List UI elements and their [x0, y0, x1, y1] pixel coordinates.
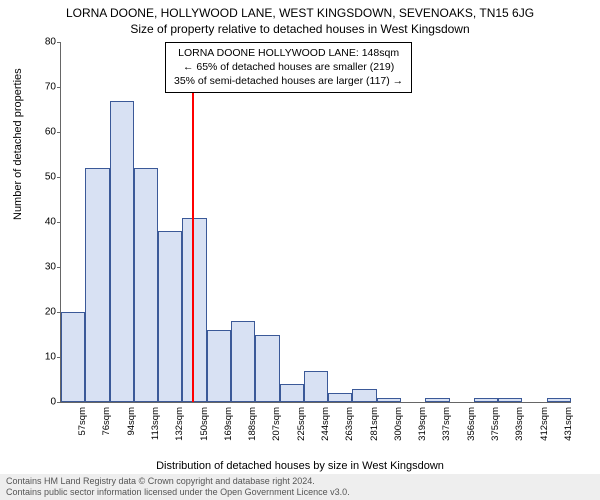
x-tick-label: 393sqm — [514, 407, 525, 447]
y-tick-label: 10 — [31, 352, 56, 363]
y-tick-mark — [57, 267, 61, 268]
footer: Contains HM Land Registry data © Crown c… — [0, 474, 600, 500]
x-tick-label: 244sqm — [320, 407, 331, 447]
x-tick-label: 281sqm — [369, 407, 380, 447]
y-tick-label: 0 — [31, 397, 56, 408]
histogram-bar — [110, 101, 134, 403]
x-tick-label: 431sqm — [563, 407, 574, 447]
footer-line-2: Contains public sector information licen… — [6, 487, 594, 498]
plot-region: 0102030405060708057sqm76sqm94sqm113sqm13… — [60, 42, 571, 403]
x-tick-label: 412sqm — [539, 407, 550, 447]
y-tick-label: 80 — [31, 37, 56, 48]
chart-area: 0102030405060708057sqm76sqm94sqm113sqm13… — [60, 42, 570, 402]
histogram-bar — [134, 168, 158, 402]
histogram-bar — [425, 398, 449, 403]
y-tick-mark — [57, 87, 61, 88]
histogram-bar — [498, 398, 522, 403]
annotation-line-1: LORNA DOONE HOLLYWOOD LANE: 148sqm — [174, 46, 403, 60]
y-tick-mark — [57, 402, 61, 403]
x-tick-label: 356sqm — [466, 407, 477, 447]
annotation-line-3: 35% of semi-detached houses are larger (… — [174, 74, 403, 88]
histogram-bar — [352, 389, 376, 403]
y-tick-label: 30 — [31, 262, 56, 273]
histogram-bar — [328, 393, 352, 402]
y-tick-label: 40 — [31, 217, 56, 228]
x-tick-label: 375sqm — [490, 407, 501, 447]
x-tick-label: 113sqm — [150, 407, 161, 447]
x-tick-label: 319sqm — [417, 407, 428, 447]
x-tick-label: 150sqm — [199, 407, 210, 447]
x-tick-label: 76sqm — [101, 407, 112, 447]
chart-container: LORNA DOONE, HOLLYWOOD LANE, WEST KINGSD… — [0, 0, 600, 500]
x-tick-label: 132sqm — [174, 407, 185, 447]
x-tick-label: 94sqm — [126, 407, 137, 447]
footer-line-1: Contains HM Land Registry data © Crown c… — [6, 476, 594, 487]
title-main: LORNA DOONE, HOLLYWOOD LANE, WEST KINGSD… — [0, 0, 600, 20]
histogram-bar — [304, 371, 328, 403]
x-tick-label: 169sqm — [223, 407, 234, 447]
histogram-bar — [280, 384, 304, 402]
histogram-bar — [377, 398, 401, 403]
x-tick-label: 57sqm — [77, 407, 88, 447]
histogram-bar — [61, 312, 85, 402]
annotation-line-2: ← 65% of detached houses are smaller (21… — [174, 60, 403, 74]
y-tick-mark — [57, 222, 61, 223]
title-sub: Size of property relative to detached ho… — [0, 20, 600, 36]
y-tick-mark — [57, 132, 61, 133]
y-tick-label: 50 — [31, 172, 56, 183]
histogram-bar — [158, 231, 182, 402]
y-tick-mark — [57, 42, 61, 43]
annotation-box: LORNA DOONE HOLLYWOOD LANE: 148sqm ← 65%… — [165, 42, 412, 93]
histogram-bar — [182, 218, 206, 403]
x-axis-caption: Distribution of detached houses by size … — [0, 460, 600, 472]
y-tick-label: 70 — [31, 82, 56, 93]
property-marker-line — [192, 42, 194, 402]
x-tick-label: 188sqm — [247, 407, 258, 447]
x-tick-label: 300sqm — [393, 407, 404, 447]
y-tick-mark — [57, 177, 61, 178]
y-tick-label: 60 — [31, 127, 56, 138]
histogram-bar — [255, 335, 279, 403]
y-tick-label: 20 — [31, 307, 56, 318]
x-tick-label: 207sqm — [271, 407, 282, 447]
histogram-bar — [85, 168, 109, 402]
histogram-bar — [231, 321, 255, 402]
x-tick-label: 225sqm — [296, 407, 307, 447]
x-tick-label: 263sqm — [344, 407, 355, 447]
y-axis-label: Number of detached properties — [12, 68, 24, 220]
histogram-bar — [474, 398, 498, 403]
histogram-bar — [547, 398, 571, 403]
x-tick-label: 337sqm — [441, 407, 452, 447]
histogram-bar — [207, 330, 231, 402]
